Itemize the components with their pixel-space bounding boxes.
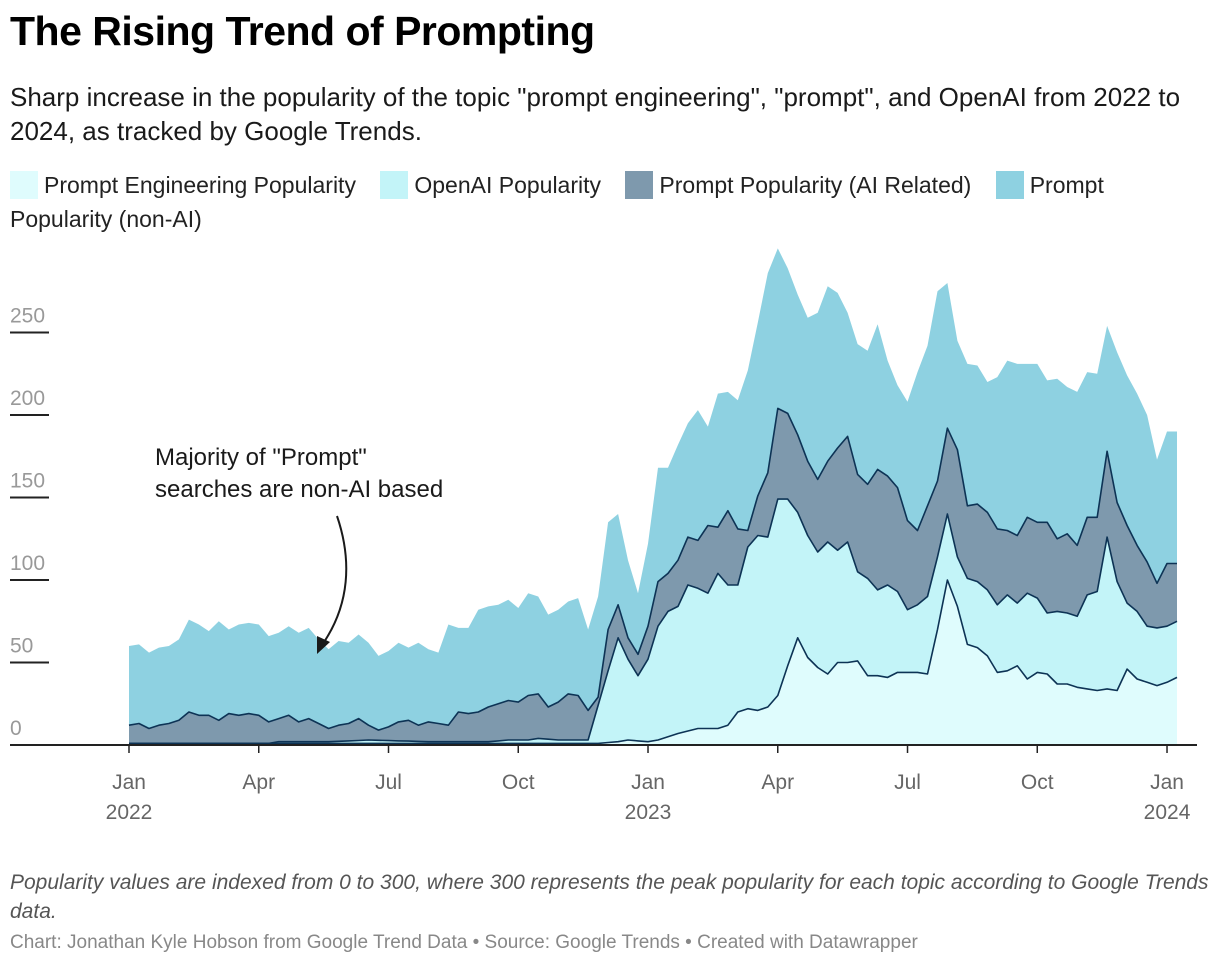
y-tick-label: 0 xyxy=(10,717,22,740)
x-tick-month: Oct xyxy=(1021,771,1054,794)
x-tick-year: 2022 xyxy=(106,801,153,824)
legend-label: Prompt Popularity (AI Related) xyxy=(659,172,972,198)
legend-item-prompt-ai: Prompt Popularity (AI Related) xyxy=(625,171,972,199)
annotation-arrow xyxy=(321,515,348,646)
legend-item-prompt-engineering: Prompt Engineering Popularity xyxy=(10,171,356,199)
annotation-arrowhead xyxy=(317,636,330,654)
area-prompt-engineering xyxy=(129,580,1177,745)
legend-item-prompt-non-ai: Prompt Popularity (non-AI) xyxy=(10,171,1104,232)
x-axis: Jan 2022 Apr Jul Oct Jan 2023 Apr Jul Oct Jan 2024 xyxy=(10,744,1197,824)
x-tick-month: Apr xyxy=(242,771,275,794)
footnote: Popularity values are indexed from 0 to … xyxy=(10,871,1209,923)
annotation: Majority of "Prompt" searches are non-AI… xyxy=(155,444,443,654)
x-tick-year: 2023 xyxy=(625,801,672,824)
credit: Chart: Jonathan Kyle Hobson from Google … xyxy=(10,932,918,953)
chart-subtitle: Sharp increase in the popularity of the … xyxy=(10,82,1181,146)
line-openai xyxy=(129,498,1178,745)
legend-swatch xyxy=(625,171,654,199)
y-tick-label: 250 xyxy=(10,305,45,328)
legend-item-openai: OpenAI Popularity xyxy=(380,171,602,199)
area-layers xyxy=(129,248,1177,745)
legend-swatch xyxy=(10,171,38,199)
y-tick-label: 200 xyxy=(10,387,45,410)
y-tick-label: 150 xyxy=(10,470,45,493)
y-axis: 0 50 100 150 200 250 xyxy=(10,305,49,740)
legend: Prompt Engineering Popularity OpenAI Pop… xyxy=(10,168,1200,236)
chart-title: The Rising Trend of Prompting xyxy=(10,8,595,54)
y-tick-label: 50 xyxy=(10,635,33,658)
legend-label: OpenAI Popularity xyxy=(414,172,602,198)
x-tick-month: Oct xyxy=(502,771,535,794)
x-tick-month: Jan xyxy=(631,771,665,794)
x-tick-month: Jan xyxy=(112,771,146,794)
annotation-line-2: searches are non-AI based xyxy=(155,476,443,503)
legend-swatch xyxy=(995,171,1024,199)
series-lines xyxy=(128,407,1178,745)
x-tick-month: Apr xyxy=(761,771,794,794)
line-prompt-ai xyxy=(128,407,1177,731)
x-tick-month: Jan xyxy=(1150,771,1184,794)
y-tick-label: 100 xyxy=(10,552,45,575)
legend-swatch xyxy=(380,171,409,199)
legend-label: Prompt Engineering Popularity xyxy=(44,172,356,198)
line-prompt-engineering xyxy=(129,579,1178,745)
legend-label: Prompt Popularity (non-AI) xyxy=(10,172,1104,232)
x-tick-month: Jul xyxy=(894,771,921,794)
x-tick-year: 2024 xyxy=(1144,801,1191,824)
x-tick-month: Jul xyxy=(375,771,402,794)
annotation-line-1: Majority of "Prompt" xyxy=(155,444,367,471)
